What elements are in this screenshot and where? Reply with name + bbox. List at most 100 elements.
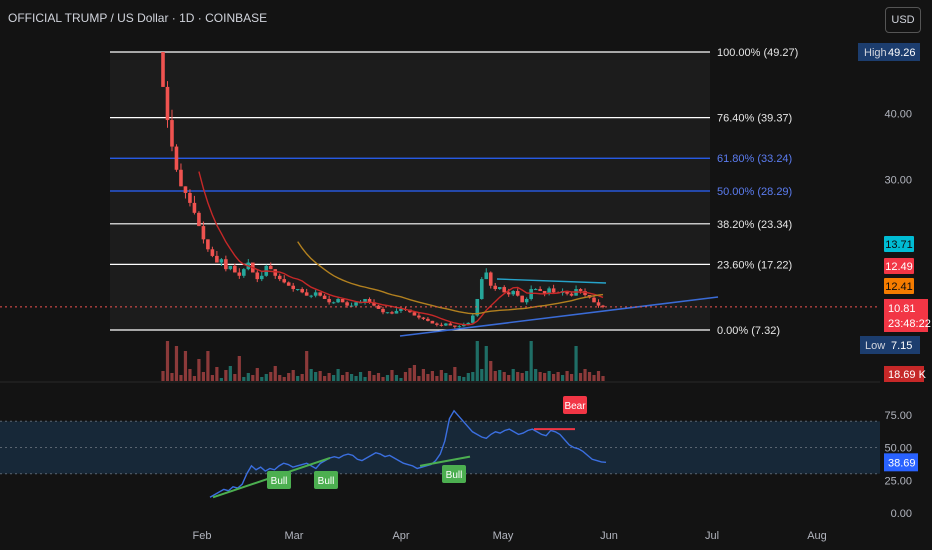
candle-body (367, 298, 372, 303)
rsi-value-box (884, 453, 918, 472)
high-tag-value: 49.26 (888, 47, 916, 59)
volume-bar (264, 374, 268, 381)
volume-bar (206, 351, 210, 381)
volume-bar (439, 370, 443, 381)
volume-bar (210, 375, 214, 381)
candle-body (363, 298, 367, 303)
volume-bar (453, 367, 457, 381)
volume-bar (408, 368, 412, 381)
volume-bar (412, 365, 417, 381)
volume-bar (179, 375, 183, 381)
volume-bar (367, 371, 372, 381)
candle-body (255, 272, 260, 280)
candle-body (484, 272, 489, 280)
volume-tag-box (884, 366, 924, 382)
candle-body (435, 323, 439, 325)
candle-body (179, 169, 183, 187)
time-axis-tick-1: Mar (285, 530, 304, 542)
candle-body (542, 291, 547, 294)
volume-bar (403, 372, 408, 381)
low-tag-label: Low (865, 340, 885, 352)
ma-fast-tag-box (884, 236, 914, 252)
candle-body (188, 192, 192, 203)
volume-bar (215, 367, 219, 381)
volume-bar (565, 371, 569, 381)
volume-bar (560, 375, 565, 381)
candle-body (511, 291, 516, 295)
symbol-title: OFFICIAL TRUMP / US Dollar · 1D · COINBA… (8, 11, 268, 25)
candle-body (515, 291, 520, 296)
candle-body (390, 312, 394, 314)
candle-body (583, 291, 587, 296)
volume-bar (493, 371, 497, 381)
volume-bar (170, 373, 174, 381)
candle-body (444, 323, 448, 326)
candle-body (237, 272, 242, 276)
volume-bar (475, 341, 479, 381)
candle-body (551, 288, 556, 293)
high-tag-box (858, 43, 920, 61)
low-tag-box (860, 336, 920, 354)
candle-body (215, 255, 219, 263)
candle-body (372, 302, 376, 306)
volume-bar (574, 346, 578, 381)
candle-body (304, 292, 309, 296)
currency-button[interactable]: USD (885, 7, 921, 33)
candle-body (161, 52, 165, 87)
volume-bar (242, 377, 246, 381)
volume-bar (516, 372, 520, 381)
candle-body (439, 324, 444, 326)
candle-body (462, 324, 466, 327)
candle-body (210, 249, 215, 256)
volume-bar (224, 370, 228, 381)
volume-bar (426, 374, 430, 381)
fib-label-3: 50.00% (28.29) (717, 186, 792, 198)
volume-bar (502, 372, 506, 381)
candle-body (295, 289, 300, 291)
ma-mid-tag-box (884, 258, 914, 274)
volume-bar (556, 372, 560, 381)
volume-bar (376, 373, 381, 381)
candle-body (327, 298, 331, 303)
candle-body (259, 275, 264, 280)
candle-body (524, 298, 529, 303)
candle-body (506, 292, 511, 295)
volume-bar (174, 346, 179, 381)
volume-bar (489, 361, 493, 381)
candle-body (448, 323, 453, 326)
time-axis-tick-5: Jul (705, 530, 719, 542)
candle-body (417, 315, 421, 318)
candle-body (242, 269, 246, 276)
candle-body (466, 322, 471, 325)
signal-badge-box-0 (267, 471, 291, 489)
volume-bar (219, 378, 223, 381)
candle-body (192, 202, 197, 213)
candle-body (291, 285, 296, 290)
volume-bar (421, 369, 426, 381)
candle-body (336, 298, 340, 303)
volume-bar (583, 369, 587, 381)
candle-body (381, 308, 385, 313)
candle-body (286, 282, 291, 286)
candle-body (170, 120, 174, 147)
signal-badge-box-2 (442, 465, 466, 483)
volume-bar (372, 375, 376, 381)
volume-bar (417, 376, 421, 381)
volume-bar (448, 375, 452, 381)
candle-body (565, 291, 569, 294)
candle-body (430, 320, 435, 324)
candle-body (412, 312, 417, 316)
volume-bar (394, 375, 399, 381)
volume-bar (529, 341, 533, 381)
signal-badge-3: Bear (564, 401, 586, 412)
candle-body (331, 302, 336, 304)
trendline (399, 296, 719, 337)
volume-bar (296, 376, 300, 381)
candle-body (313, 292, 318, 296)
candle-body (385, 312, 390, 314)
candle-body (206, 239, 210, 250)
channel-top-line (496, 278, 607, 284)
time-axis-tick-3: May (493, 530, 514, 542)
rsi-line (209, 409, 607, 498)
